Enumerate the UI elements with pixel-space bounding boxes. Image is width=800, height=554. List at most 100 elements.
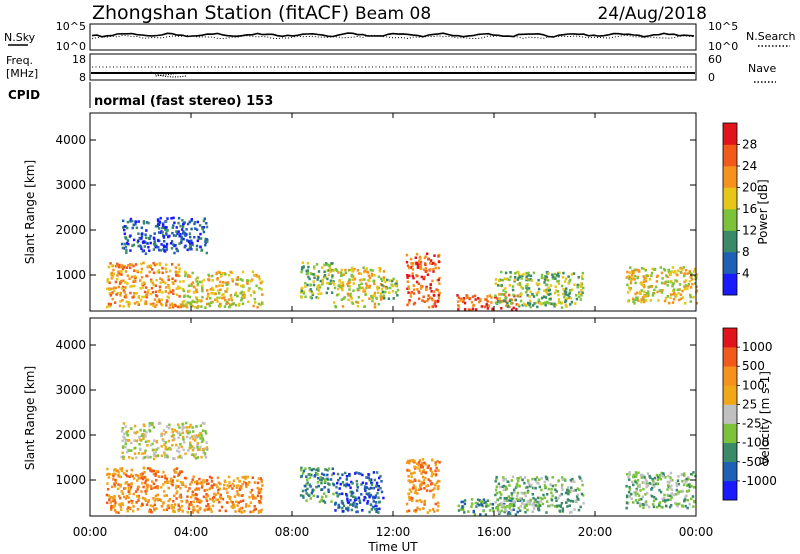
range-time-cell: [200, 500, 203, 503]
range-time-cell: [141, 282, 144, 285]
range-time-cell: [163, 452, 166, 455]
range-time-cell: [684, 268, 688, 272]
range-time-cell: [503, 484, 506, 488]
range-time-cell: [155, 470, 159, 473]
range-time-cell: [417, 464, 420, 467]
range-time-cell: [693, 499, 696, 503]
range-time-cell: [682, 266, 685, 269]
range-time-cell: [137, 232, 140, 235]
range-time-cell: [175, 272, 178, 275]
range-time-cell: [504, 290, 508, 294]
range-time-cell: [461, 300, 465, 303]
range-time-cell: [145, 221, 149, 224]
range-time-cell: [167, 486, 170, 490]
range-time-cell: [208, 487, 211, 491]
range-time-cell: [418, 255, 422, 259]
range-time-cell: [126, 509, 129, 513]
range-time-cell: [226, 287, 229, 291]
range-time-cell: [117, 511, 120, 514]
range-time-cell: [505, 487, 508, 491]
range-time-cell: [163, 490, 166, 493]
range-time-cell: [567, 275, 570, 278]
range-time-cell: [369, 493, 373, 497]
range-time-cell: [309, 485, 312, 488]
range-time-cell: [546, 283, 549, 287]
noise-right-tick-top: 10^5: [708, 20, 738, 33]
range-time-cell: [140, 247, 143, 250]
range-time-cell: [628, 276, 632, 279]
range-time-cell: [410, 290, 414, 294]
range-time-cell: [434, 473, 438, 476]
range-time-cell: [330, 262, 333, 265]
range-time-cell: [155, 294, 159, 298]
range-time-cell: [181, 305, 184, 308]
range-time-cell: [629, 266, 632, 269]
range-time-cell: [241, 475, 244, 479]
range-time-cell: [628, 495, 632, 498]
range-time-cell: [635, 487, 638, 491]
range-time-cell: [519, 509, 522, 512]
range-time-cell: [159, 277, 162, 280]
range-time-cell: [138, 435, 141, 439]
range-time-cell: [217, 284, 221, 288]
range-time-cell: [257, 511, 261, 514]
range-time-cell: [162, 470, 165, 474]
range-time-cell: [373, 282, 376, 285]
range-time-cell: [191, 490, 194, 494]
range-time-cell: [202, 219, 206, 223]
range-time-cell: [660, 505, 663, 509]
range-time-cell: [355, 471, 358, 474]
range-time-cell: [566, 293, 569, 297]
range-time-cell: [331, 281, 334, 284]
range-time-cell: [120, 455, 123, 459]
range-time-cell: [307, 473, 310, 476]
range-time-cell: [142, 435, 145, 438]
range-time-cell: [484, 500, 487, 504]
range-time-cell: [556, 290, 560, 293]
range-time-cell: [178, 305, 181, 309]
range-time-cell: [122, 455, 125, 459]
range-time-cell: [260, 497, 263, 500]
range-time-cell: [331, 473, 334, 477]
range-time-cell: [418, 479, 421, 483]
range-time-cell: [580, 282, 583, 285]
range-time-cell: [681, 268, 684, 271]
range-time-cell: [152, 497, 155, 500]
range-time-cell: [646, 472, 650, 475]
range-time-cell: [128, 486, 131, 490]
cpid-text: normal (fast stereo) 153: [94, 94, 273, 109]
range-time-cell: [378, 266, 381, 270]
range-time-cell: [634, 499, 638, 502]
range-time-cell: [638, 498, 641, 501]
range-time-cell: [177, 263, 180, 267]
range-time-cell: [212, 292, 215, 295]
range-time-cell: [172, 282, 175, 285]
range-time-cell: [395, 280, 398, 283]
range-time-cell: [312, 494, 315, 497]
range-time-cell: [205, 238, 208, 241]
range-time-cell: [347, 501, 350, 504]
range-time-cell: [121, 285, 125, 289]
range-time-cell: [116, 262, 119, 266]
range-time-cell: [560, 284, 564, 288]
range-time-cell: [419, 466, 423, 469]
range-time-cell: [229, 484, 232, 488]
range-time-cell: [683, 498, 687, 501]
range-time-cell: [110, 271, 114, 275]
range-time-cell: [157, 422, 161, 425]
range-time-cell: [408, 299, 411, 302]
range-time-cell: [542, 302, 545, 305]
range-time-cell: [208, 304, 212, 308]
range-time-cell: [377, 488, 380, 492]
range-time-cell: [166, 505, 169, 508]
range-time-cell: [543, 484, 547, 487]
range-time-cell: [462, 297, 466, 300]
range-time-cell: [150, 510, 153, 514]
range-time-cell: [495, 485, 498, 489]
range-time-cell: [635, 268, 638, 272]
range-time-cell: [431, 262, 435, 265]
range-time-cell: [658, 289, 662, 292]
range-time-cell: [108, 496, 112, 499]
range-time-cell: [240, 507, 243, 510]
